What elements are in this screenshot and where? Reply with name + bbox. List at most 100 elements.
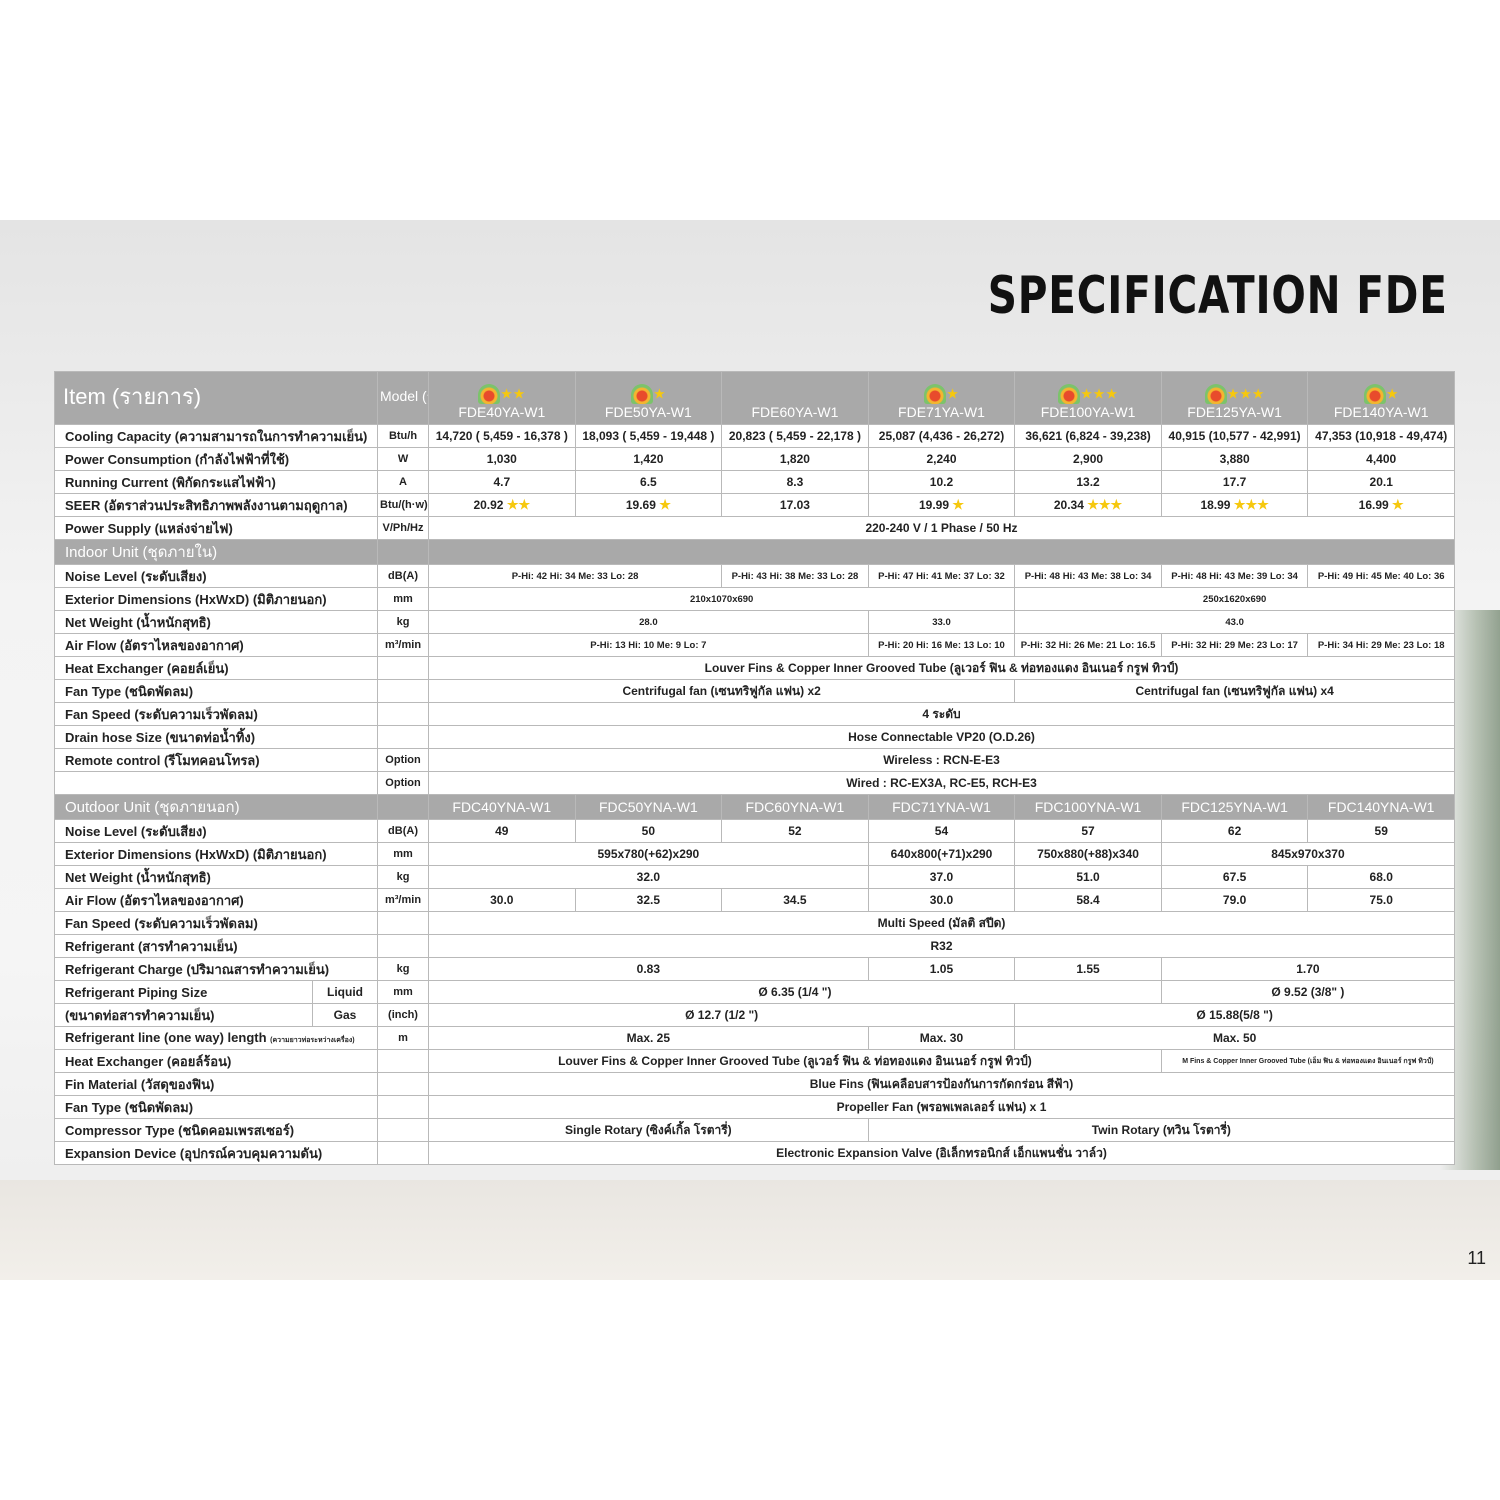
value-cell: 28.0 xyxy=(428,610,869,634)
value-text: 750x880(+88)x340 xyxy=(1037,847,1139,861)
value-cell: 2,240 xyxy=(867,447,1016,471)
row-label-text: Noise Level (ระดับเสียง) xyxy=(65,568,207,584)
value-cell: 50 xyxy=(574,819,723,843)
value-text: 4 ระดับ xyxy=(922,706,961,721)
value-text: 19.99 xyxy=(918,498,949,512)
table-row: Option Wired : RC-EX3A, RC-E5, RCH-E3 xyxy=(53,771,1455,795)
value-text: 14,720 ( 5,459 - 16,378 ) xyxy=(435,429,568,443)
value-text: 3,880 xyxy=(1219,452,1250,466)
value-cell: 25,087 (4,436 - 26,272) xyxy=(867,424,1016,448)
row-unit: V/Ph/Hz xyxy=(377,516,430,540)
value-cell: 1.55 xyxy=(1014,957,1162,981)
table-row: Cooling Capacity (ความสามารถในการทำความเ… xyxy=(53,424,1455,448)
value-cell: 1.05 xyxy=(867,957,1016,981)
value-cell: 79.0 xyxy=(1160,888,1309,912)
value-cell: Max. 50 xyxy=(1014,1026,1455,1050)
value-text: 1,030 xyxy=(486,452,517,466)
value-cell: 37.0 xyxy=(867,865,1016,889)
value-text: 13.2 xyxy=(1076,475,1100,489)
row-unit: m³/min xyxy=(377,633,430,657)
value-cell: 1,420 xyxy=(574,447,723,471)
value-cell: 14,720 ( 5,459 - 16,378 ) xyxy=(428,424,576,448)
value-text: 25,087 (4,436 - 26,272) xyxy=(878,429,1005,443)
table-row: Running Current (พิกัดกระแสไฟฟ้า) A 4.7 6.5… xyxy=(53,470,1455,494)
value-text: P-Hi: 20 Hi: 16 Me: 13 Lo: 10 xyxy=(878,639,1005,651)
row-label-text: Air Flow (อัตราไหลของอากาศ) xyxy=(65,892,244,908)
row-unit xyxy=(377,1141,430,1165)
row-label-text: Fin Material (วัสดุของฟิน) xyxy=(65,1076,215,1092)
outdoor-model-name: FDC50YNA-W1 xyxy=(574,794,723,820)
value-cell: 49 xyxy=(428,819,576,843)
value-text: 40,915 (10,577 - 42,991) xyxy=(1168,429,1301,443)
value-text: 19.69 xyxy=(625,498,656,512)
value-cell: 62 xyxy=(1160,819,1309,843)
value-cell: 68.0 xyxy=(1307,865,1455,889)
value-cell: Wired : RC-EX3A, RC-E5, RCH-E3 xyxy=(428,771,1455,795)
model-name: FDE71YA-W1 xyxy=(898,404,985,420)
value-cell: 1,030 xyxy=(428,447,576,471)
model-name: FDE60YA-W1 xyxy=(751,404,839,420)
model-name: FDE50YA-W1 xyxy=(604,404,692,420)
value-cell: Ø 15.88(5/8 ") xyxy=(1014,1003,1455,1027)
row-label-text: Heat Exchanger (คอยล์เย็น) xyxy=(65,660,229,676)
value-cell: Electronic Expansion Valve (อิเล็กทรอนิก… xyxy=(428,1141,1455,1165)
value-text: 1,420 xyxy=(633,452,664,466)
value-text: 68.0 xyxy=(1369,870,1393,884)
value-text: P-Hi: 42 Hi: 34 Me: 33 Lo: 28 xyxy=(511,570,639,582)
row-label-text: Fan Type (ชนิดพัดลม) xyxy=(65,1099,194,1115)
value-text: 62 xyxy=(1227,824,1242,838)
star-rating-icon: ★ xyxy=(653,385,666,402)
value-text: 52 xyxy=(788,824,802,838)
value-cell: Max. 25 xyxy=(428,1026,869,1050)
star-rating-icon: ★ xyxy=(952,497,964,512)
model-name: FDE125YA-W1 xyxy=(1187,404,1282,420)
value-text: 30.0 xyxy=(490,893,514,907)
row-label: Refrigerant Charge (ปริมาณสารทำความเย็น) xyxy=(53,957,379,981)
row-label: Noise Level (ระดับเสียง) xyxy=(53,564,379,588)
row-label: Fan Type (ชนิดพัดลม) xyxy=(53,679,379,703)
value-text: Max. 30 xyxy=(919,1031,964,1045)
row-unit: W xyxy=(377,447,430,471)
row-label: Running Current (พิกัดกระแสไฟฟ้า) xyxy=(53,470,379,494)
row-unit xyxy=(377,725,430,749)
row-unit: A xyxy=(377,470,430,494)
value-cell: P-Hi: 48 Hi: 43 Me: 39 Lo: 34 xyxy=(1160,564,1309,588)
value-text: 1.55 xyxy=(1076,962,1100,976)
value-cell: Wireless : RCN-E-E3 xyxy=(428,748,1455,772)
energy-label-row: ★ xyxy=(1310,384,1452,404)
value-text: Louver Fins & Copper Inner Grooved Tube … xyxy=(704,660,1179,675)
value-cell: 845x970x370 xyxy=(1160,842,1456,866)
row-label: Heat Exchanger (คอยล์ร้อน) xyxy=(53,1049,379,1073)
value-cell: M Fins & Copper Inner Grooved Tube (เอ็ม… xyxy=(1160,1049,1456,1073)
star-rating-icon: ★★ xyxy=(500,385,526,402)
value-text: Wired : RC-EX3A, RC-E5, RCH-E3 xyxy=(846,776,1037,790)
value-cell: 17.7 xyxy=(1160,470,1309,494)
star-rating-icon: ★★★ xyxy=(1233,497,1269,512)
value-text: 58.4 xyxy=(1076,893,1100,907)
value-cell: 20,823 ( 5,459 - 22,178 ) xyxy=(721,424,869,448)
value-text: Single Rotary (ซิงค์เกิ้ล โรตารี่) xyxy=(565,1122,732,1137)
value-text: Propeller Fan (พรอพเพลเลอร์ แฟน) x 1 xyxy=(836,1099,1047,1114)
row-label-text: Power Supply (แหล่งจ่ายไฟ) xyxy=(65,520,233,536)
row-unit: kg xyxy=(377,610,430,634)
model-header-cell: ★ FDE140YA-W1 xyxy=(1307,371,1455,425)
value-cell: 19.99 ★ xyxy=(867,493,1016,517)
empty-cell xyxy=(377,539,430,565)
value-text: 32.0 xyxy=(636,870,661,884)
value-cell: P-Hi: 20 Hi: 16 Me: 13 Lo: 10 xyxy=(867,633,1016,657)
value-text: 20.34 xyxy=(1053,498,1084,512)
value-cell: 20.1 xyxy=(1307,470,1455,494)
indoor-section-label: Indoor Unit (ชุดภายใน) xyxy=(53,539,379,565)
value-text: 20,823 ( 5,459 - 22,178 ) xyxy=(728,429,861,443)
row-unit xyxy=(377,911,430,935)
energy-label-icon xyxy=(1204,384,1227,404)
row-label: Power Consumption (กำลังไฟฟ้าที่ใช้) xyxy=(53,447,379,471)
row-label: Fan Speed (ระดับความเร็วพัดลม) xyxy=(53,911,379,935)
value-text: 50 xyxy=(641,824,656,838)
value-text: 4,400 xyxy=(1366,452,1397,466)
row-unit: (inch) xyxy=(377,1003,430,1027)
row-unit xyxy=(377,1118,430,1142)
value-text: 33.0 xyxy=(932,616,951,628)
value-cell: 43.0 xyxy=(1014,610,1455,634)
value-text: P-Hi: 47 Hi: 41 Me: 37 Lo: 32 xyxy=(878,570,1005,582)
